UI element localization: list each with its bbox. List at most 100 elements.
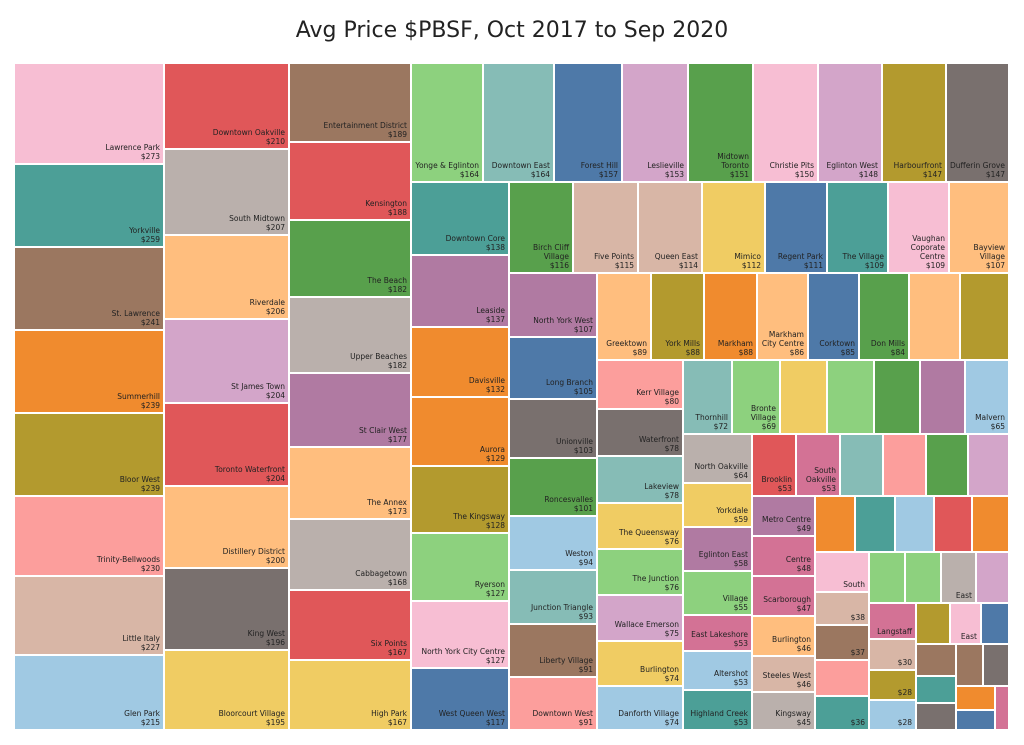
treemap-tile-unlabeled [855, 496, 895, 552]
treemap-tile-davisville: Davisville $132 [411, 327, 509, 397]
treemap-tile-cabbagetown: Cabbagetown $168 [289, 519, 411, 590]
tile-value-label: $204 [265, 391, 285, 400]
tile-value-label: $177 [387, 435, 407, 444]
tile-name-label: Ryerson [474, 580, 505, 589]
tile-name-label: Markham [717, 339, 753, 348]
tile-value-label: $129 [485, 454, 505, 463]
tile-name-label: Mimico [734, 252, 761, 261]
treemap-tile-christie-pits: Christie Pits $150 [753, 63, 818, 182]
tile-name-label: Langstaff [877, 627, 912, 636]
treemap-tile-unlabeled [909, 273, 960, 360]
tile-name-label: North York City Centre [421, 647, 505, 656]
tile-value-label: $114 [678, 261, 698, 270]
tile-value-label: $116 [549, 261, 569, 270]
tile-value-label: $53 [733, 678, 748, 687]
treemap-tile-south: South [815, 552, 869, 592]
tile-name-label: The Queensway [618, 528, 679, 537]
tile-value-label: $117 [485, 718, 505, 727]
tile-value-label: $107 [985, 261, 1005, 270]
tile-name-label: Corktown [819, 339, 855, 348]
tile-name-label: Bloorcourt Village [218, 709, 285, 718]
treemap-tile-leslieville: Leslieville $153 [622, 63, 688, 182]
tile-value-label: $132 [485, 385, 505, 394]
tile-name-label: Eglinton West [826, 161, 878, 170]
treemap-tile-north-york-west: North York West $107 [509, 273, 597, 337]
tile-value-label: $28 [897, 718, 912, 727]
tile-name-label: St James Town [231, 382, 285, 391]
treemap-tile-york-mills: York Mills $88 [651, 273, 704, 360]
tile-value-label: $147 [985, 170, 1005, 179]
tile-name-label: Lakeview [644, 482, 679, 491]
treemap-tile-high-park: High Park $167 [289, 660, 411, 730]
tile-name-label: Long Branch [546, 378, 593, 387]
tile-name-label: North York West [533, 316, 593, 325]
tile-name-label: The Junction [632, 574, 679, 583]
treemap-tile-burlington: Burlington $46 [752, 616, 815, 656]
tile-name-label: Five Points [594, 252, 634, 261]
treemap-tile-lakeview: Lakeview $78 [597, 456, 683, 503]
tile-value-label: $76 [664, 583, 679, 592]
chart-title: Avg Price $PBSF, Oct 2017 to Sep 2020 [295, 18, 729, 43]
tile-value-label: $93 [578, 612, 593, 621]
treemap-tile-unlabeled [883, 434, 926, 496]
treemap-tile-downtown-core: Downtown Core $138 [411, 182, 509, 255]
treemap-tile-queen-east: Queen East $114 [638, 182, 702, 273]
tile-name-label: West Queen West [438, 709, 505, 718]
tile-value-label: $167 [387, 718, 407, 727]
tile-name-label: Forest Hill [580, 161, 618, 170]
tile-name-label: Yonge & Eglinton [415, 161, 479, 170]
treemap-tile-long-branch: Long Branch $105 [509, 337, 597, 399]
treemap-tile-trinity-bellwoods: Trinity-Bellwoods $230 [14, 496, 164, 576]
treemap-tile-unlabeled [920, 360, 965, 434]
tile-name-label: Steeles West [762, 671, 811, 680]
tile-name-label: Downtown Oakville [212, 128, 285, 137]
tile-name-label: Toronto Waterfront [214, 465, 285, 474]
treemap-tile-bloor-west: Bloor West $239 [14, 413, 164, 496]
tile-name-label: East [960, 632, 977, 641]
tile-value-label: $107 [573, 325, 593, 334]
tile-value-label: $88 [738, 348, 753, 357]
tile-value-label: $206 [265, 307, 285, 316]
tile-value-label: $109 [925, 261, 945, 270]
tile-value-label: $53 [733, 639, 748, 648]
treemap-tile-yonge-eglinton: Yonge & Eglinton $164 [411, 63, 483, 182]
tile-name-label: St. Lawrence [111, 309, 160, 318]
treemap-tile-birch-cliff-village: Birch Cliff Village $116 [509, 182, 573, 273]
tile-name-label: South Midtown [229, 214, 285, 223]
treemap-tile-markham-city-centre: Markham City Centre $86 [757, 273, 808, 360]
tile-name-label: Wallace Emerson [614, 620, 679, 629]
treemap-tile-unlabeled [956, 686, 995, 710]
treemap-tile-village: Village $55 [683, 571, 752, 615]
treemap-tile-dufferin-grove: Dufferin Grove $147 [946, 63, 1009, 182]
tile-name-label: Kerr Village [636, 388, 679, 397]
tile-name-label: Davisville [468, 376, 505, 385]
tile-value-label: $85 [840, 348, 855, 357]
tile-value-label: $127 [485, 589, 505, 598]
treemap: Lawrence Park $273 Yorkville $259 St. Lawren… [14, 63, 1009, 730]
tile-name-label: Downtown Core [445, 234, 505, 243]
treemap-tile-king-west: King West $196 [164, 568, 289, 650]
treemap-tile-brooklin: Brooklin $53 [752, 434, 796, 496]
tile-value-label: $88 [685, 348, 700, 357]
treemap-tile-unlabeled [960, 273, 1009, 360]
treemap-tile-junction-triangle: Junction Triangle $93 [509, 570, 597, 624]
tile-value-label: $86 [789, 348, 804, 357]
treemap-tile-unlabeled [916, 603, 950, 644]
tile-value-label: $150 [794, 170, 814, 179]
treemap-tile-south-midtown: South Midtown $207 [164, 149, 289, 235]
treemap-tile-bronte-village: Bronte Village $69 [732, 360, 780, 434]
treemap-tile-eglinton-west: Eglinton West $148 [818, 63, 882, 182]
treemap-tile-five-points: Five Points $115 [573, 182, 638, 273]
treemap-tile-altershot: Altershot $53 [683, 651, 752, 690]
treemap-tile-unlabeled [981, 603, 1009, 644]
treemap-tile-unlabeled [916, 703, 956, 730]
treemap-tile-yorkville: Yorkville $259 [14, 164, 164, 247]
treemap-tile: $38 [815, 592, 869, 625]
tile-value-label: $109 [864, 261, 884, 270]
treemap-tile-steeles-west: Steeles West $46 [752, 656, 815, 692]
treemap-tile-west-queen-west: West Queen West $117 [411, 668, 509, 730]
tile-name-label: Trinity-Bellwoods [96, 555, 160, 564]
treemap-tile-regent-park: Regent Park $111 [765, 182, 827, 273]
tile-value-label: $230 [140, 564, 160, 573]
tile-name-label: South [843, 580, 865, 589]
